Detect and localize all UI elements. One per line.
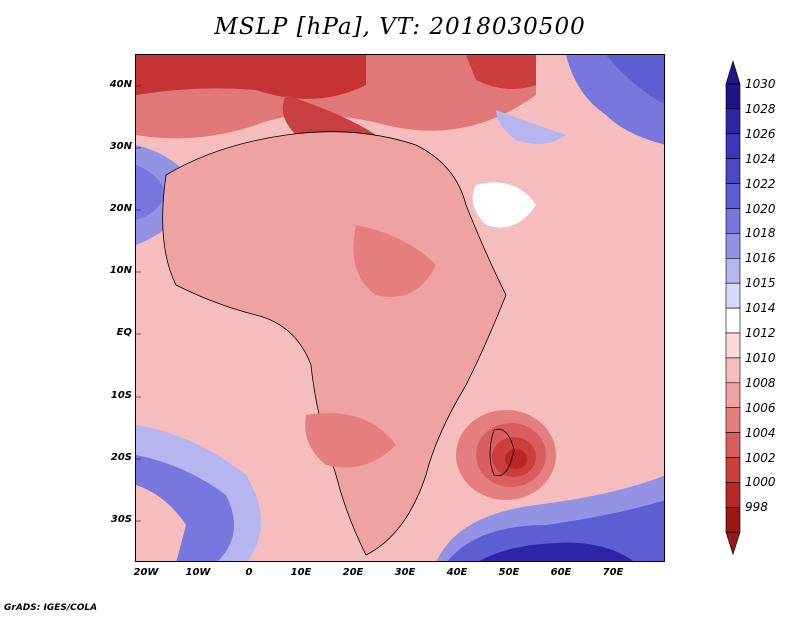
lon-label-30e: 30E: [394, 567, 416, 578]
colorbar-label-1000: 1000: [745, 475, 776, 490]
map-panel: [135, 54, 665, 562]
madagascar-outline: [489, 428, 515, 477]
colorbar-label-1018: 1018: [745, 226, 776, 241]
colorbar-swatch-1020: [725, 208, 741, 234]
colorbar-swatch-1015: [725, 282, 741, 309]
colorbar-label-1030: 1030: [745, 77, 776, 91]
colorbar-label-1015: 1015: [745, 276, 776, 291]
colorbar-label-1026: 1026: [745, 126, 776, 141]
colorbar-swatch-1022: [725, 183, 741, 209]
mediterranean-deep-low: [136, 55, 366, 99]
lon-label-40e: 40E: [446, 567, 468, 578]
south-indian-high-mid: [447, 500, 664, 561]
lat-label-10n: 10N: [109, 265, 132, 276]
colorbar-swatch-1012: [725, 332, 741, 359]
south-atlantic-inner: [136, 485, 186, 561]
colorbar-swatch-998: [725, 506, 741, 533]
persia-high: [496, 110, 566, 144]
colorbar-swatch-1030: [725, 83, 741, 110]
southern-africa-low: [305, 413, 396, 468]
colorbar-swatch-1026: [725, 133, 741, 160]
lat-label-30s: 30S: [110, 514, 132, 525]
colorbar-swatch-1014: [725, 307, 741, 334]
colorbar-swatch-1010: [725, 357, 741, 384]
frame-ticks: [136, 85, 141, 522]
colorbar-label-1028: 1028: [745, 101, 776, 116]
colorbar-label-1010: 1010: [745, 350, 776, 365]
asia-high-core: [606, 55, 664, 104]
africa-landmass: [162, 131, 507, 556]
colorbar-label-1022: 1022: [745, 176, 776, 191]
colorbar: [725, 60, 741, 556]
colorbar-label-998: 998: [745, 500, 768, 515]
colorbar-swatch-1002: [725, 457, 741, 483]
cyclone-core: [505, 449, 527, 469]
colorbar-label-1006: 1006: [745, 400, 776, 415]
colorbar-label-1016: 1016: [745, 251, 776, 266]
colorbar-label-1004: 1004: [745, 425, 776, 440]
colorbar-label-1008: 1008: [745, 375, 776, 390]
south-indian-high-core: [479, 542, 634, 561]
lat-label-20n: 20N: [109, 203, 132, 214]
black-sea-low: [466, 55, 536, 89]
atlantic-north-high-core: [136, 165, 166, 220]
grads-credit: GrADS: IGES/COLA: [4, 603, 98, 613]
colorbar-label-1024: 1024: [745, 151, 776, 166]
lon-label-50e: 50E: [498, 567, 520, 578]
lon-label-70e: 70E: [602, 567, 624, 578]
colorbar-swatch-1006: [725, 407, 741, 433]
colorbar-label-1002: 1002: [745, 450, 776, 465]
lon-label-10e: 10E: [290, 567, 312, 578]
arabia-neutral: [472, 182, 536, 228]
lon-label-20e: 20E: [342, 567, 364, 578]
colorbar-bottom-arrow: [725, 531, 741, 556]
colorbar-swatch-1024: [725, 158, 741, 184]
colorbar-swatch-1018: [725, 233, 741, 259]
colorbar-swatch-1004: [725, 432, 741, 458]
lat-label-eq: EQ: [116, 327, 132, 338]
colorbar-label-1014: 1014: [745, 301, 776, 316]
colorbar-swatch-1008: [725, 382, 741, 408]
colorbar-swatch-1016: [725, 258, 741, 284]
lat-label-10s: 10S: [110, 390, 132, 401]
colorbar-label-1012: 1012: [745, 326, 776, 340]
chart-title: MSLP [hPa], VT: 2018030500: [214, 14, 586, 40]
colorbar-label-1020: 1020: [745, 201, 776, 216]
lon-label-20w: 20W: [133, 567, 159, 578]
central-africa-low: [353, 225, 436, 297]
colorbar-top-arrow: [725, 60, 741, 85]
lat-label-20s: 20S: [110, 452, 132, 463]
lat-label-40n: 40N: [109, 79, 132, 90]
lat-label-30n: 30N: [109, 141, 132, 152]
lon-label-0: 0: [245, 567, 253, 578]
pressure-field-map: [136, 55, 664, 561]
colorbar-swatch-1028: [725, 108, 741, 135]
colorbar-swatch-1000: [725, 482, 741, 508]
lon-label-60e: 60E: [550, 567, 572, 578]
lon-label-10w: 10W: [185, 567, 211, 578]
